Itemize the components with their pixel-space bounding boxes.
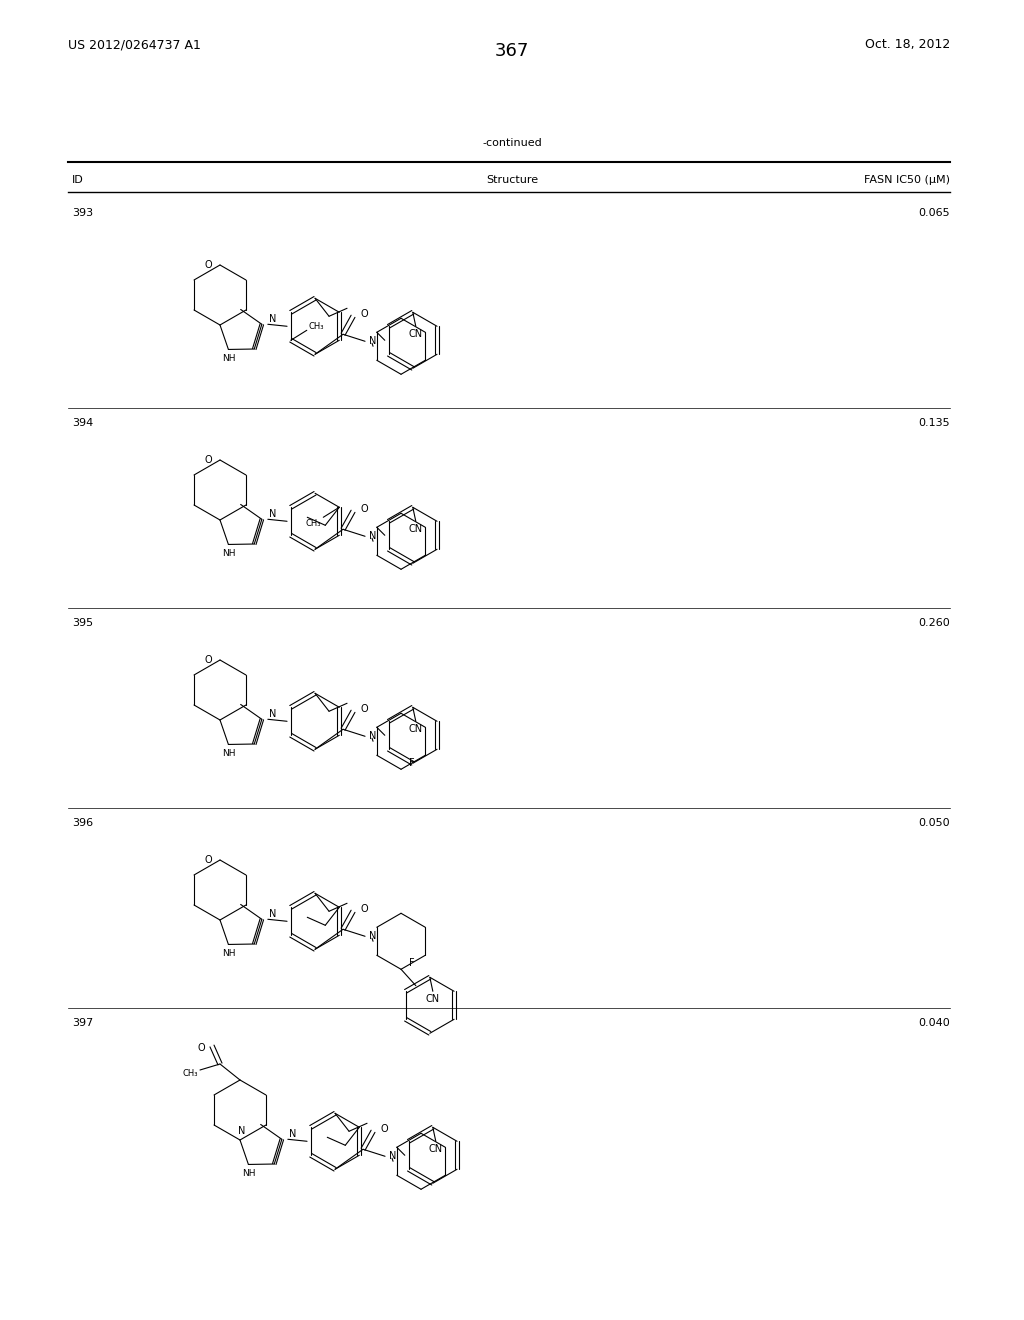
Text: US 2012/0264737 A1: US 2012/0264737 A1: [68, 38, 201, 51]
Text: ID: ID: [72, 176, 84, 185]
Text: N: N: [369, 531, 377, 541]
Text: -continued: -continued: [482, 139, 542, 148]
Text: 396: 396: [72, 818, 93, 828]
Text: N: N: [269, 709, 276, 719]
Text: 0.135: 0.135: [919, 418, 950, 428]
Text: N: N: [369, 337, 377, 346]
Text: 0.040: 0.040: [919, 1018, 950, 1028]
Text: N: N: [289, 1130, 296, 1139]
Text: O: O: [198, 1043, 205, 1053]
Text: N: N: [239, 1126, 246, 1137]
Text: O: O: [360, 309, 368, 319]
Text: NH: NH: [221, 748, 236, 758]
Text: 394: 394: [72, 418, 93, 428]
Text: O: O: [205, 855, 212, 865]
Text: 0.260: 0.260: [919, 618, 950, 628]
Text: CN: CN: [409, 524, 423, 535]
Text: 367: 367: [495, 42, 529, 59]
Text: Oct. 18, 2012: Oct. 18, 2012: [864, 38, 950, 51]
Text: CH₃: CH₃: [309, 322, 325, 331]
Text: O: O: [360, 705, 368, 714]
Text: 0.050: 0.050: [919, 818, 950, 828]
Text: 397: 397: [72, 1018, 93, 1028]
Text: CH₃: CH₃: [182, 1068, 198, 1077]
Text: F: F: [409, 758, 415, 768]
Text: CN: CN: [409, 725, 423, 734]
Text: CN: CN: [429, 1144, 442, 1154]
Text: NH: NH: [221, 949, 236, 958]
Text: O: O: [205, 260, 212, 271]
Text: CN: CN: [409, 329, 423, 339]
Text: 393: 393: [72, 209, 93, 218]
Text: O: O: [380, 1125, 388, 1134]
Text: FASN IC50 (μM): FASN IC50 (μM): [864, 176, 950, 185]
Text: NH: NH: [221, 549, 236, 558]
Text: O: O: [360, 904, 368, 915]
Text: NH: NH: [221, 354, 236, 363]
Text: N: N: [369, 932, 377, 941]
Text: O: O: [205, 455, 212, 465]
Text: N: N: [269, 909, 276, 919]
Text: N: N: [269, 510, 276, 519]
Text: CN: CN: [426, 994, 440, 1005]
Text: CH₃: CH₃: [306, 519, 322, 528]
Text: N: N: [369, 731, 377, 742]
Text: 0.065: 0.065: [919, 209, 950, 218]
Text: Structure: Structure: [486, 176, 538, 185]
Text: O: O: [360, 504, 368, 515]
Text: O: O: [205, 655, 212, 665]
Text: NH: NH: [242, 1170, 255, 1177]
Text: N: N: [269, 314, 276, 325]
Text: 395: 395: [72, 618, 93, 628]
Text: N: N: [389, 1151, 396, 1162]
Text: F: F: [409, 958, 415, 969]
